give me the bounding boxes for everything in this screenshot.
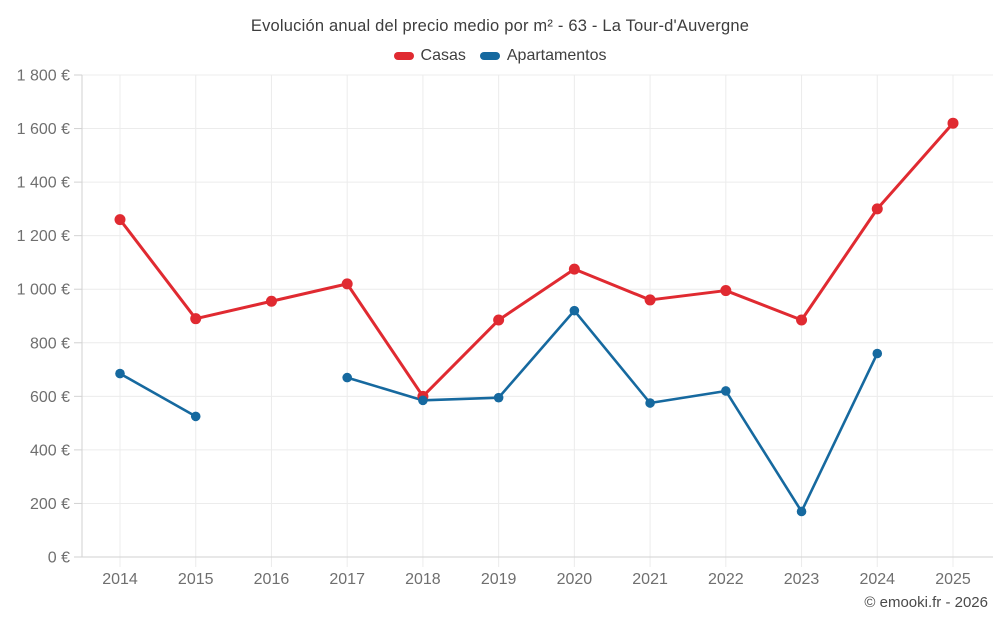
x-axis-label-2018: 2018	[405, 571, 441, 588]
x-axis-label-2015: 2015	[178, 571, 214, 588]
chart-title: Evolución anual del precio medio por m² …	[250, 17, 750, 35]
point-casas-2023[interactable]	[796, 314, 808, 326]
point-casas-2020[interactable]	[568, 263, 580, 275]
y-axis-label-0: 0 €	[48, 550, 70, 567]
x-axis-label-2023: 2023	[784, 571, 820, 588]
y-axis-label-400: 400 €	[30, 442, 70, 459]
legend-label-apartamentos: Apartamentos	[506, 47, 607, 64]
x-axis-label-2021: 2021	[632, 571, 668, 588]
point-casas-2015[interactable]	[190, 313, 202, 325]
point-casas-2019[interactable]	[493, 314, 505, 326]
legend-swatch-casas-icon	[393, 52, 414, 60]
point-apartamentos-2020[interactable]	[569, 305, 580, 316]
point-casas-2021[interactable]	[644, 294, 656, 306]
point-casas-2014[interactable]	[114, 214, 126, 226]
series-line-apartamentos	[345, 309, 879, 513]
legend-item-casas[interactable]: Casas	[393, 47, 466, 65]
legend-swatch-apartamentos-icon	[479, 52, 500, 60]
x-axis-label-2020: 2020	[557, 571, 593, 588]
x-axis-label-2016: 2016	[254, 571, 290, 588]
point-apartamentos-2018[interactable]	[418, 395, 428, 406]
point-casas-2016[interactable]	[265, 295, 277, 307]
y-axis-label-1400: 1 400 €	[17, 175, 70, 192]
x-axis-label-2024: 2024	[859, 571, 895, 588]
point-apartamentos-2017[interactable]	[342, 372, 352, 383]
y-axis-label-800: 800 €	[30, 335, 70, 352]
legend-item-apartamentos[interactable]: Apartamentos	[479, 47, 607, 65]
y-axis-label-1800: 1 800 €	[17, 68, 70, 85]
x-axis-label-2025: 2025	[935, 571, 971, 588]
y-axis-label-1200: 1 200 €	[17, 228, 70, 245]
legend-label-casas: Casas	[420, 47, 466, 64]
series-line-casas	[118, 121, 955, 398]
point-apartamentos-2024[interactable]	[872, 348, 883, 359]
x-axis-label-2019: 2019	[481, 571, 517, 588]
point-apartamentos-2019[interactable]	[493, 392, 504, 403]
y-axis-label-600: 600 €	[30, 389, 70, 406]
point-apartamentos-2021[interactable]	[645, 398, 655, 408]
x-axis-label-2014: 2014	[102, 571, 138, 588]
point-apartamentos-2015[interactable]	[190, 411, 201, 422]
point-casas-2025[interactable]	[947, 117, 959, 129]
point-casas-2024[interactable]	[871, 203, 883, 215]
series-line-apartamentos	[118, 372, 198, 418]
point-apartamentos-2023[interactable]	[796, 506, 807, 517]
x-axis-label-2022: 2022	[708, 571, 744, 588]
point-casas-2022[interactable]	[720, 285, 732, 297]
point-casas-2017[interactable]	[341, 278, 353, 290]
x-axis-label-2017: 2017	[329, 571, 365, 588]
y-axis-label-1000: 1 000 €	[17, 282, 70, 299]
legend: Casas Apartamentos	[0, 47, 1000, 65]
point-apartamentos-2014[interactable]	[115, 368, 125, 379]
y-axis-label-1600: 1 600 €	[17, 121, 70, 138]
credit-link[interactable]: © emooki.fr - 2026	[864, 594, 988, 611]
y-axis-label-200: 200 €	[30, 496, 70, 513]
point-apartamentos-2022[interactable]	[721, 386, 731, 396]
